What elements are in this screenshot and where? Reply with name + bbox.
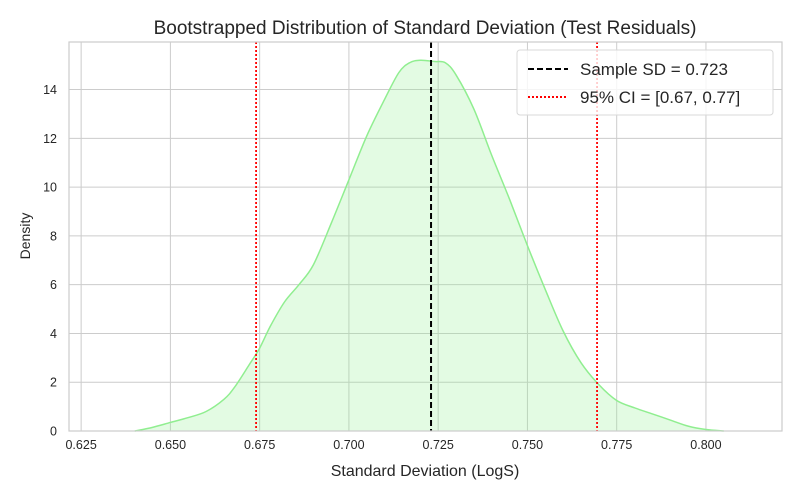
y-ticks: 0 2 4 6 8 10 12 14	[43, 83, 57, 438]
x-tick-label: 0.625	[65, 438, 96, 452]
x-tick-label: 0.800	[690, 438, 721, 452]
kde-fill	[134, 60, 724, 432]
y-tick-label: 6	[50, 278, 57, 292]
x-axis-label: Standard Deviation (LogS)	[331, 463, 520, 480]
plot-frame	[68, 41, 783, 432]
y-axis-label: Density	[17, 213, 33, 260]
y-tick-label: 14	[43, 83, 57, 97]
legend-label-ci: 95% CI = [0.67, 0.77]	[580, 88, 740, 107]
legend-label-sample-sd: Sample SD = 0.723	[580, 60, 728, 79]
x-tick-label: 0.700	[333, 438, 364, 452]
y-tick-label: 10	[43, 181, 57, 195]
x-tick-label: 0.775	[601, 438, 632, 452]
chart-title: Bootstrapped Distribution of Standard De…	[154, 18, 697, 39]
y-tick-label: 4	[50, 327, 57, 341]
y-tick-label: 12	[43, 132, 57, 146]
x-tick-label: 0.675	[244, 438, 275, 452]
legend: Sample SD = 0.723 95% CI = [0.67, 0.77]	[516, 49, 774, 116]
y-tick-label: 0	[50, 425, 57, 439]
x-ticks: 0.625 0.650 0.675 0.700 0.725 0.750 0.775 0.800	[65, 438, 721, 452]
kde-line	[134, 59, 724, 432]
x-tick-label: 0.725	[423, 438, 454, 452]
x-tick-label: 0.650	[155, 438, 186, 452]
legend-box	[516, 49, 774, 116]
kde-area	[134, 59, 724, 432]
y-tick-label: 2	[50, 376, 57, 390]
y-tick-label: 8	[50, 229, 57, 243]
x-tick-label: 0.750	[512, 438, 543, 452]
